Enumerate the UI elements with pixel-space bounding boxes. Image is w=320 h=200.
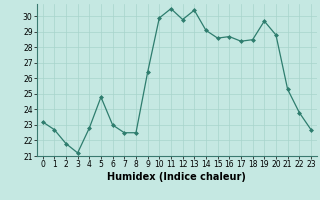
- X-axis label: Humidex (Indice chaleur): Humidex (Indice chaleur): [108, 172, 246, 182]
